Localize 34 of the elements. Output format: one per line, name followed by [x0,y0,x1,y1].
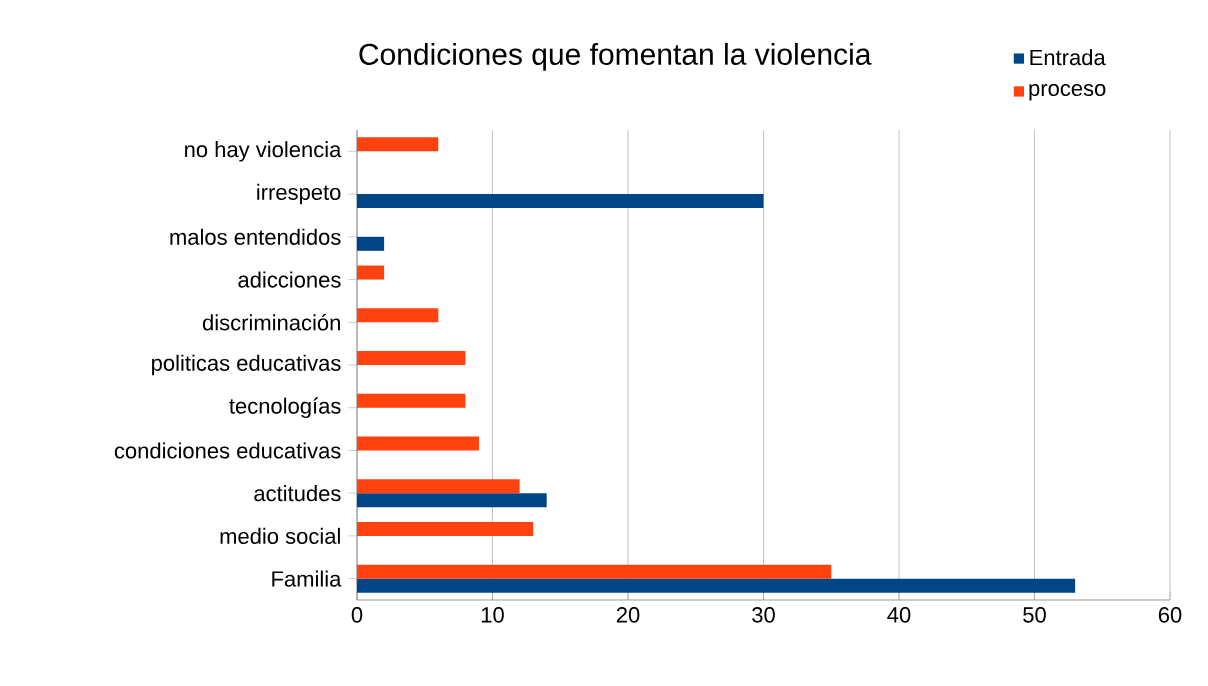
bar [357,137,439,152]
x-tick-label: 20 [616,607,640,623]
x-tick-label: 60 [1158,607,1182,623]
y-tick-label: adicciones [238,271,341,288]
y-tick-label: malos entendidos [170,228,341,245]
bar [357,236,385,251]
y-tick-label: discriminación [202,314,340,331]
chart-title: Condiciones que fomentan la violencia [359,42,872,71]
bar [357,265,385,280]
y-tick-label: condiciones educativas [114,442,341,459]
bar [357,521,534,536]
y-tick-label: tecnologías [229,397,341,419]
legend-label: proceso [1029,84,1106,101]
y-tick-label: no hay violencia [185,141,342,162]
y-tick-label: actitudes [254,485,341,502]
bar [357,436,479,451]
legend-label: Entrada [1030,49,1106,66]
y-tick-label: politicas educativas [152,354,341,376]
x-tick-label: 30 [752,607,775,623]
x-tick-label: 50 [1023,607,1046,623]
y-tick-label: Familia [272,570,342,587]
x-tick-label: 10 [481,607,504,623]
bar [357,308,439,323]
x-tick-label: 40 [887,607,911,623]
bar [357,351,466,365]
y-tick-label: medio social [220,527,340,544]
x-tick-label: 0 [351,607,363,623]
bar [357,578,1076,593]
bar [357,479,520,494]
y-tick-label: irrespeto [257,183,341,205]
bar [357,493,547,508]
bar [357,393,466,408]
bar [357,564,832,579]
bar [357,194,764,209]
